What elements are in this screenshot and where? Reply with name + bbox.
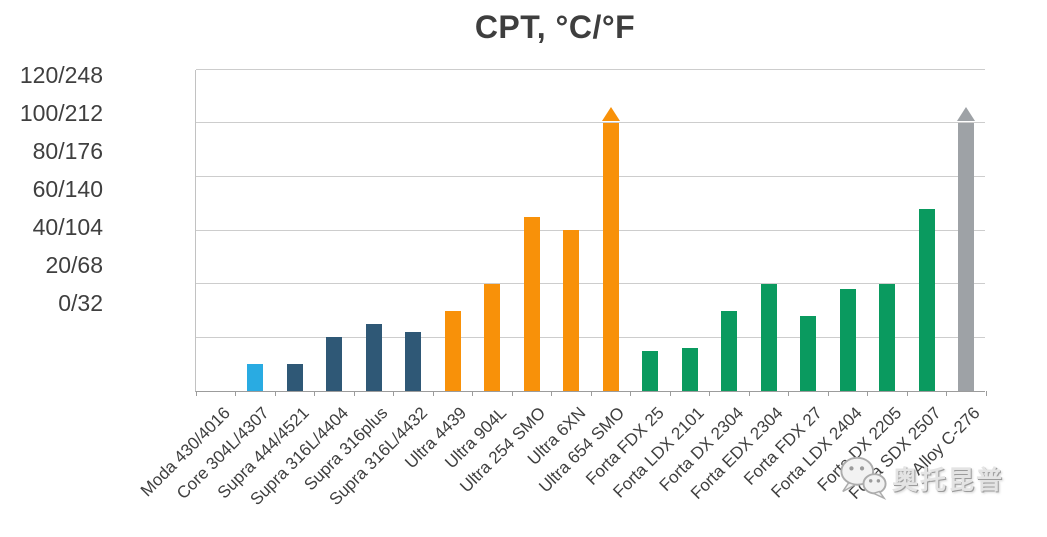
plot-area bbox=[195, 68, 987, 396]
y-axis-label: 20/68 bbox=[45, 252, 103, 278]
x-axis-tick bbox=[827, 391, 829, 396]
x-axis-tick bbox=[314, 391, 315, 396]
y-axis-label: 0/32 bbox=[58, 290, 103, 316]
watermark: 奥托昆普 bbox=[838, 454, 1004, 502]
bar bbox=[879, 283, 896, 391]
overflow-arrow bbox=[601, 106, 620, 121]
bar bbox=[563, 230, 580, 391]
gridline bbox=[196, 336, 985, 338]
x-axis-tick bbox=[748, 391, 750, 396]
bar bbox=[839, 289, 856, 391]
y-axis-label: 120/248 bbox=[19, 62, 103, 88]
wechat-icon bbox=[840, 456, 887, 500]
x-axis-tick bbox=[630, 391, 631, 396]
x-axis-tick bbox=[551, 391, 552, 396]
bar bbox=[247, 364, 264, 391]
x-axis-tick bbox=[393, 391, 394, 396]
bar bbox=[444, 310, 461, 391]
gridline bbox=[196, 122, 985, 124]
gridline bbox=[196, 175, 985, 177]
x-axis-tick bbox=[235, 391, 236, 396]
bar bbox=[286, 364, 303, 391]
bar bbox=[326, 337, 343, 391]
x-axis-tick bbox=[274, 391, 276, 396]
x-axis-tick bbox=[511, 391, 513, 396]
bar bbox=[721, 310, 738, 391]
x-axis-tick bbox=[472, 391, 473, 396]
y-axis-label: 60/140 bbox=[32, 176, 103, 202]
bar bbox=[918, 208, 935, 391]
watermark-text: 奥托昆普 bbox=[892, 464, 1005, 495]
bar bbox=[602, 122, 619, 391]
y-axis-label: 40/104 bbox=[32, 214, 103, 240]
bar bbox=[760, 283, 777, 391]
bar bbox=[484, 283, 501, 391]
x-axis-tick bbox=[946, 391, 947, 396]
chart-title: CPT, °C/°F bbox=[474, 9, 636, 45]
gridline bbox=[196, 283, 985, 285]
x-axis-tick bbox=[432, 391, 434, 396]
overflow-arrow bbox=[957, 106, 976, 121]
x-axis-tick bbox=[669, 391, 671, 396]
bar bbox=[800, 315, 817, 391]
y-axis-label: 80/176 bbox=[32, 138, 103, 164]
y-axis-label: 100/212 bbox=[19, 100, 103, 126]
gridline bbox=[196, 68, 985, 70]
bar bbox=[958, 122, 975, 391]
x-axis-tick bbox=[906, 391, 908, 396]
x-axis-tick bbox=[709, 391, 710, 396]
bar bbox=[405, 331, 422, 391]
bar bbox=[523, 216, 540, 391]
x-axis-tick bbox=[867, 391, 868, 396]
x-axis-tick bbox=[195, 391, 197, 396]
bar bbox=[365, 323, 382, 391]
x-axis-tick bbox=[788, 391, 789, 396]
x-axis-tick bbox=[590, 391, 592, 396]
x-axis-tick bbox=[985, 391, 987, 396]
bar bbox=[681, 348, 698, 391]
bar bbox=[642, 350, 659, 391]
gridline bbox=[196, 229, 985, 231]
x-axis-tick bbox=[353, 391, 355, 396]
